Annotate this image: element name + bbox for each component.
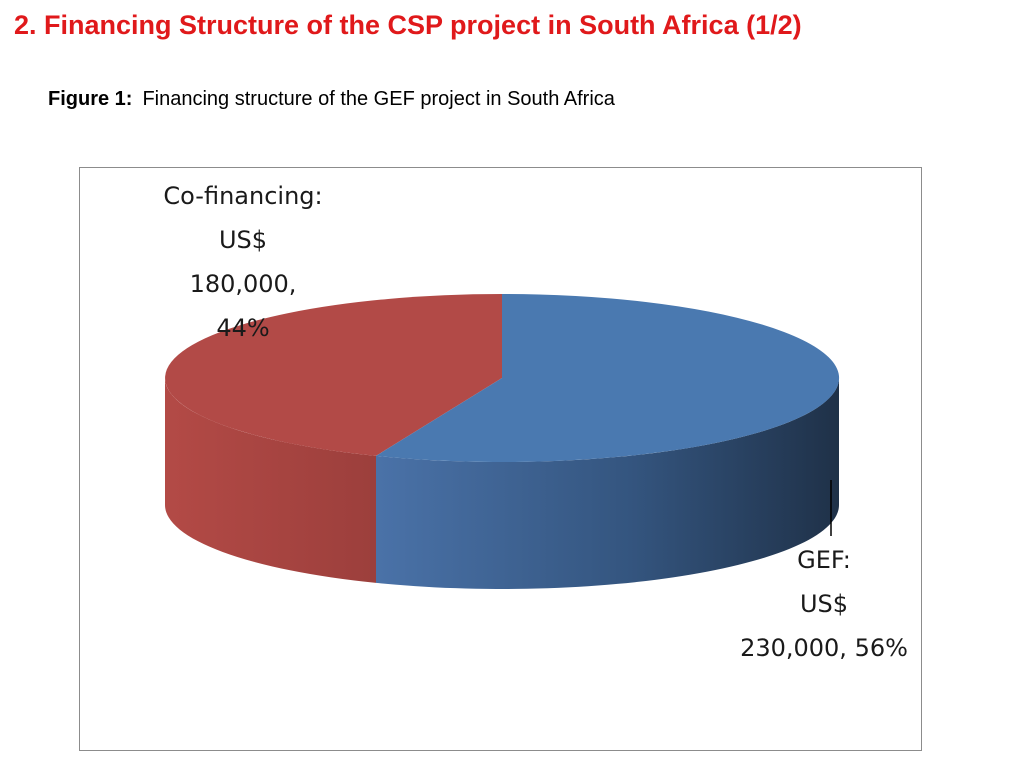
pie-slice-co-financing xyxy=(165,294,502,456)
gef-data-label: GEF: US$ 230,000, 56% xyxy=(740,546,908,662)
figure-caption: Figure 1: Financing structure of the GEF … xyxy=(48,88,615,111)
pie-slice-co-financing-side xyxy=(165,378,376,583)
chart-frame: Co-financing: US$ 180,000, 44% GEF: US$ 230,0… xyxy=(79,167,922,751)
pie-chart: Co-financing: US$ 180,000, 44% GEF: US$ 230,0… xyxy=(163,182,908,662)
pie-slice-gef xyxy=(376,294,840,462)
figure-caption-label: Figure 1: xyxy=(48,88,133,110)
figure-caption-text: Financing structure of the GEF project i… xyxy=(142,88,615,110)
pie-slice-gef-side xyxy=(376,378,839,589)
slide-title: 2. Financing Structure of the CSP projec… xyxy=(14,10,802,40)
co-financing-data-label: Co-financing: US$ 180,000, 44% xyxy=(163,182,322,342)
